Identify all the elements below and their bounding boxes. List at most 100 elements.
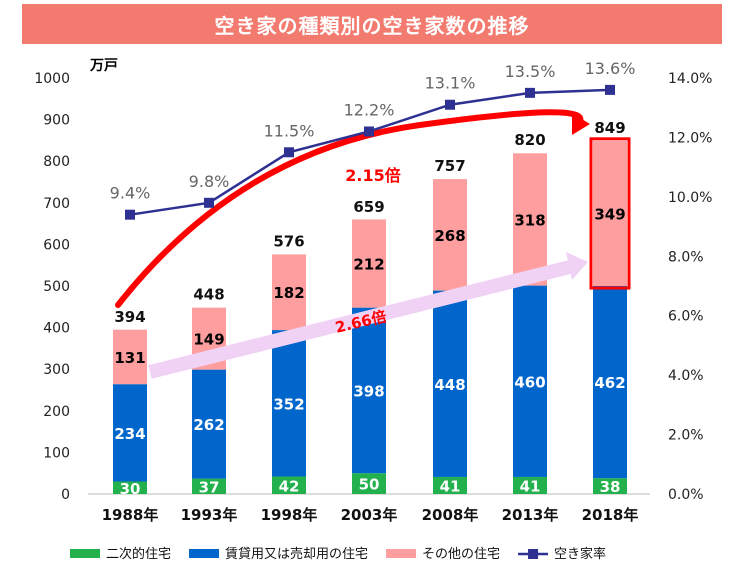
- y-left-unit: 万戸: [89, 58, 118, 74]
- vacancy-rate-label: 12.2%: [344, 100, 395, 119]
- bar-total-label: 394: [114, 308, 145, 326]
- vacancy-rate-label: 13.1%: [425, 74, 476, 93]
- x-tick-label: 2003年: [341, 506, 398, 524]
- bar-total-label: 448: [193, 286, 224, 304]
- bar-segment-label: 212: [353, 256, 384, 274]
- y-left-tick-label: 300: [43, 362, 70, 378]
- legend-line-marker: [528, 549, 539, 559]
- vacancy-rate-point: [364, 126, 374, 137]
- growth-arrow-head-other: [566, 252, 588, 280]
- bar-total-label: 820: [514, 131, 545, 149]
- bar-segment: [113, 329, 147, 385]
- y-right-tick-label: 0.0%: [668, 487, 704, 503]
- chart-title: 空き家の種類別の空き家数の推移: [22, 4, 722, 44]
- bar-segment-label: 352: [273, 395, 304, 413]
- x-tick-label: 2018年: [582, 506, 639, 524]
- y-left-tick-label: 100: [43, 445, 70, 461]
- y-left-tick-label: 700: [43, 196, 70, 212]
- legend-label: 賃貸用又は売却用の住宅: [225, 546, 368, 562]
- bar-total-label: 659: [353, 198, 384, 216]
- bar-segment: [192, 478, 226, 494]
- bar-segment: [593, 286, 627, 479]
- bar-total-label: 849: [594, 119, 625, 137]
- bar-segment-label: 38: [600, 478, 621, 496]
- bar-segment-label: 182: [273, 284, 304, 302]
- vacancy-rate-label: 9.4%: [110, 184, 151, 203]
- bar-segment-label: 37: [199, 478, 220, 496]
- bar-segment: [513, 153, 547, 286]
- bar-segment-label: 462: [594, 374, 625, 392]
- bar-total-label: 757: [434, 157, 465, 175]
- growth-arrow-head-total: [572, 113, 590, 135]
- vacancy-rate-point: [525, 87, 535, 98]
- bar-segment: [192, 369, 226, 479]
- bar-segment: [433, 179, 467, 291]
- y-right-tick-label: 2.0%: [668, 428, 704, 444]
- legend-label: 二次的住宅: [106, 546, 171, 562]
- y-left-tick-label: 1000: [34, 71, 70, 87]
- bar-segment: [593, 478, 627, 494]
- y-right-tick-label: 12.0%: [668, 130, 712, 146]
- bar-segment: [272, 330, 306, 477]
- bar-segment-label: 41: [440, 477, 461, 495]
- bar-segment-label: 30: [120, 480, 141, 498]
- bar-segment: [352, 219, 386, 308]
- bar-segment-label: 42: [279, 477, 300, 495]
- bar-segment: [433, 290, 467, 477]
- y-right-tick-label: 8.0%: [668, 249, 704, 265]
- bar-segment: [113, 384, 147, 482]
- bar-segment: [113, 481, 147, 494]
- bar-segment: [513, 476, 547, 494]
- y-right-tick-label: 10.0%: [668, 190, 712, 206]
- y-left-tick-label: 200: [43, 404, 70, 420]
- bar-segment-label: 318: [514, 211, 545, 229]
- bar-total-label: 576: [273, 232, 304, 250]
- bar-segment-label: 349: [594, 205, 625, 223]
- bar-segment-label: 460: [514, 373, 545, 391]
- bar-segment-label: 234: [114, 425, 145, 443]
- vacancy-rate-point: [204, 197, 214, 208]
- y-left-tick-label: 0: [61, 487, 70, 503]
- bar-segment-label: 41: [520, 477, 541, 495]
- vacancy-rate-label: 9.8%: [189, 172, 230, 191]
- vacancy-rate-label: 13.5%: [505, 62, 556, 81]
- legend-label: その他の住宅: [422, 547, 500, 562]
- y-left-tick-label: 500: [43, 279, 70, 295]
- bar-segment: [272, 254, 306, 331]
- y-left-tick-label: 800: [43, 154, 70, 170]
- bar-segment-label: 398: [353, 382, 384, 400]
- bar-segment: [272, 476, 306, 494]
- bar-segment: [593, 140, 627, 286]
- x-tick-label: 2013年: [502, 506, 559, 524]
- bar-segment: [352, 307, 386, 474]
- x-tick-label: 1993年: [181, 506, 238, 524]
- vacancy-rate-label: 11.5%: [264, 121, 315, 140]
- vacancy-rate-label: 13.6%: [585, 59, 636, 78]
- y-left-tick-label: 900: [43, 113, 70, 129]
- y-right-tick-label: 4.0%: [668, 368, 704, 384]
- legend-label: 空き家率: [554, 546, 606, 562]
- y-left-tick-label: 400: [43, 321, 70, 337]
- vacancy-rate-point: [445, 99, 455, 110]
- bar-segment: [433, 476, 467, 494]
- bar-segment-label: 262: [193, 416, 224, 434]
- annotation-215: 2.15倍: [345, 166, 400, 185]
- x-tick-label: 1998年: [261, 506, 318, 524]
- x-tick-label: 2008年: [422, 506, 479, 524]
- growth-arrow-total: [115, 109, 584, 308]
- bar-segment-label: 131: [114, 349, 145, 367]
- bar-segment: [513, 285, 547, 477]
- y-right-tick-label: 14.0%: [668, 71, 712, 87]
- vacancy-rate-point: [125, 209, 135, 220]
- bar-segment-label: 149: [193, 331, 224, 349]
- bar-segment-label: 50: [359, 476, 380, 494]
- y-left-tick-label: 600: [43, 237, 70, 253]
- x-tick-label: 1988年: [102, 506, 159, 524]
- legend-swatch: [70, 549, 100, 558]
- highlight-box: [589, 137, 631, 290]
- vacancy-rate-point: [605, 84, 615, 95]
- growth-arrow-other: [148, 259, 576, 379]
- bar-segment-label: 448: [434, 376, 465, 394]
- bar-segment: [352, 473, 386, 494]
